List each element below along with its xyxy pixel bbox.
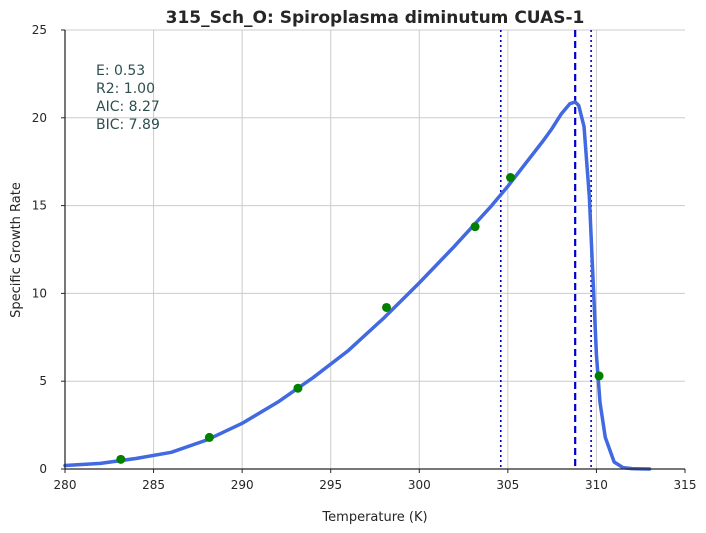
data-point bbox=[293, 383, 303, 393]
x-tick-label: 315 bbox=[674, 478, 697, 492]
axes bbox=[61, 29, 686, 473]
chart-title: 315_Sch_O: Spiroplasma diminutum CUAS-1 bbox=[166, 8, 585, 28]
y-tick-label: 15 bbox=[32, 199, 47, 213]
data-point bbox=[116, 454, 126, 464]
x-tick-label: 310 bbox=[585, 478, 608, 492]
data-point bbox=[204, 432, 214, 442]
tick-labels: 280 285 290 295 300 305 310 315 0 5 10 15 20 25 bbox=[32, 23, 697, 492]
reference-lines bbox=[499, 30, 592, 469]
x-tick-label: 280 bbox=[54, 478, 77, 492]
fit-statistics: E: 0.53 R2: 1.00 AIC: 8.27 BIC: 7.89 bbox=[96, 63, 160, 133]
x-tick-label: 300 bbox=[408, 478, 431, 492]
y-axis-label: Specific Growth Rate bbox=[9, 182, 24, 318]
y-tick-label: 25 bbox=[32, 23, 47, 37]
y-tick-label: 10 bbox=[32, 286, 47, 300]
series-group bbox=[63, 100, 652, 471]
y-tick-label: 0 bbox=[39, 462, 47, 476]
x-tick-label: 290 bbox=[231, 478, 254, 492]
data-point bbox=[594, 371, 604, 381]
x-axis-label: Temperature (K) bbox=[321, 510, 427, 525]
fit-curve bbox=[63, 100, 652, 471]
y-tick-label: 5 bbox=[39, 374, 47, 388]
stat-line: AIC: 8.27 bbox=[96, 99, 160, 115]
x-tick-label: 295 bbox=[319, 478, 342, 492]
stat-line: R2: 1.00 bbox=[96, 81, 155, 97]
data-point bbox=[382, 302, 392, 312]
data-point bbox=[506, 173, 516, 183]
stat-line: E: 0.53 bbox=[96, 63, 145, 79]
x-tick-label: 305 bbox=[496, 478, 519, 492]
data-point bbox=[470, 222, 480, 232]
y-tick-label: 20 bbox=[32, 111, 47, 125]
x-tick-label: 285 bbox=[142, 478, 165, 492]
stat-line: BIC: 7.89 bbox=[96, 117, 160, 133]
